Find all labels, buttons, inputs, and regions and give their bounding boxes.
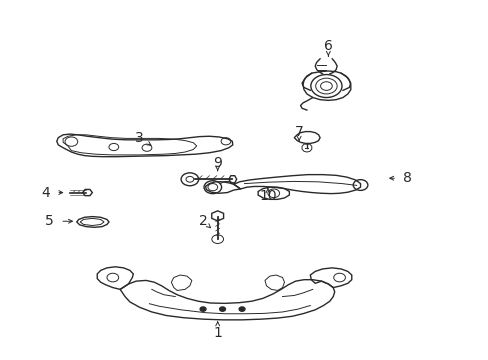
Text: 9: 9	[213, 156, 222, 170]
Circle shape	[219, 307, 225, 311]
Text: 5: 5	[45, 214, 54, 228]
Text: 1: 1	[213, 327, 222, 341]
Circle shape	[239, 307, 244, 311]
Circle shape	[200, 307, 205, 311]
Text: 3: 3	[135, 131, 144, 145]
Text: 10: 10	[259, 189, 276, 203]
Text: 8: 8	[403, 171, 411, 185]
Text: 7: 7	[294, 125, 303, 139]
Text: 2: 2	[198, 214, 207, 228]
Text: 4: 4	[41, 185, 50, 199]
Text: 6: 6	[323, 39, 332, 53]
